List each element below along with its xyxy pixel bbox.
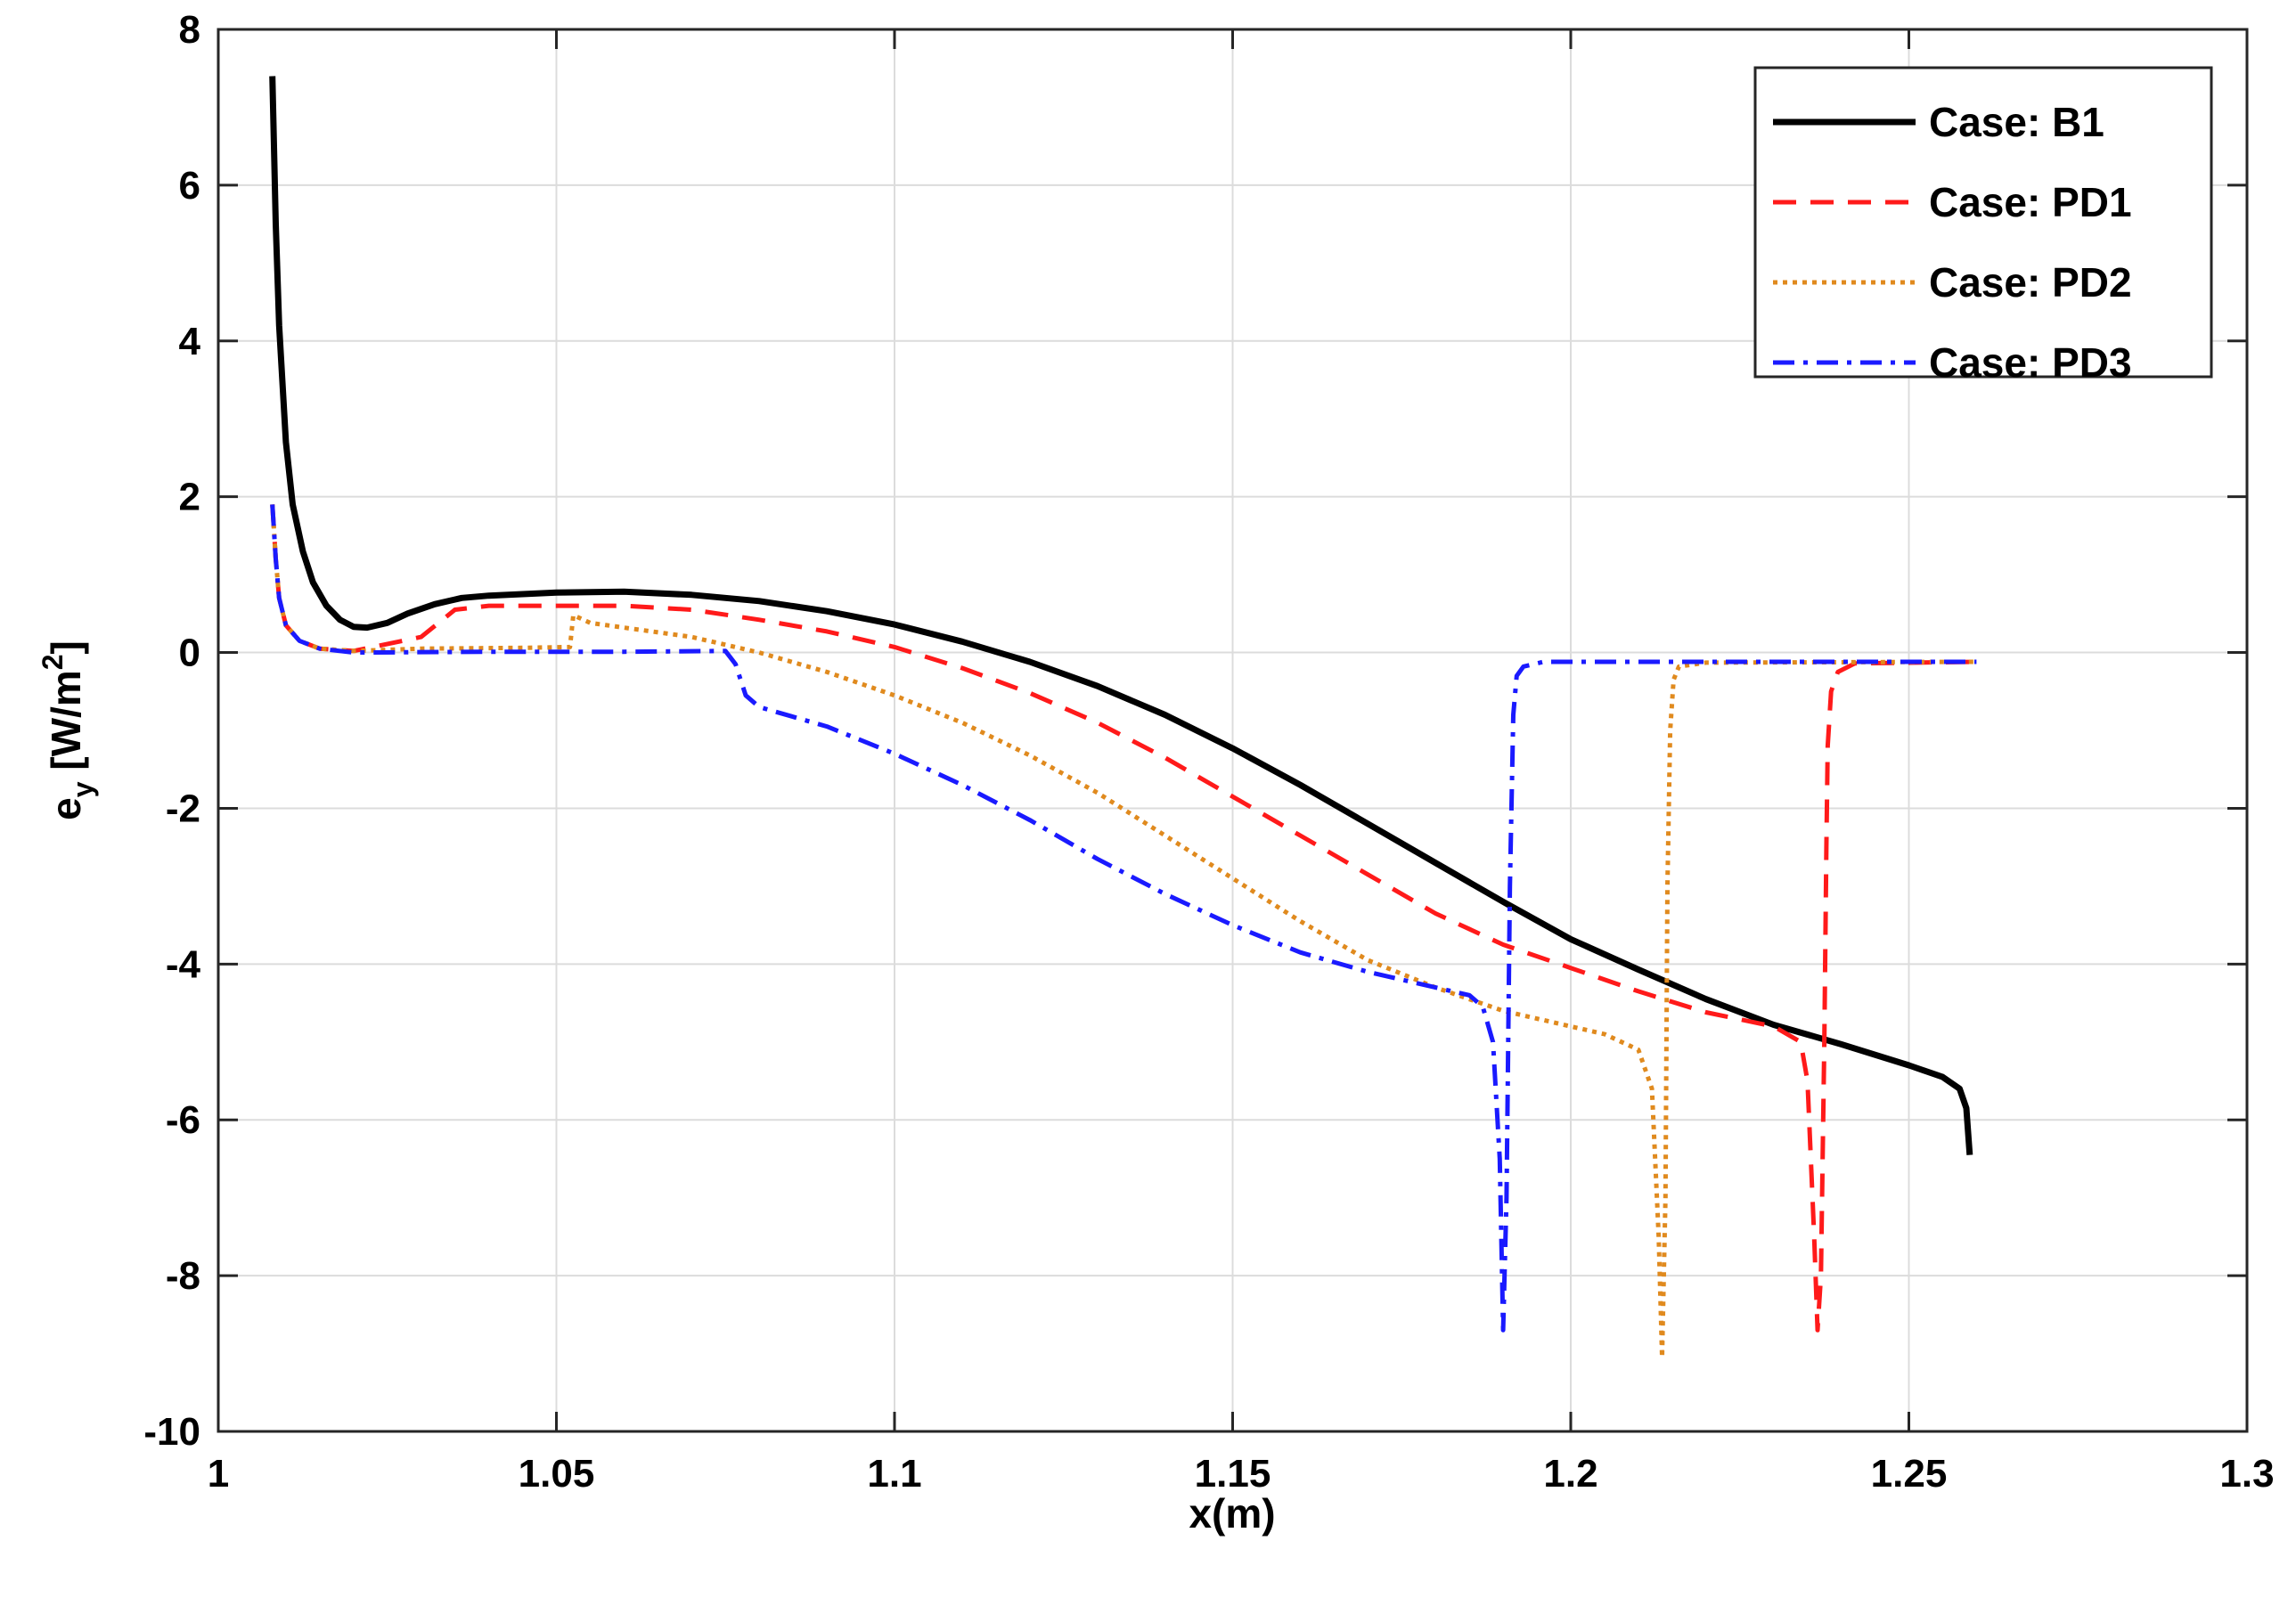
x-tick-label: 1.1 — [867, 1452, 921, 1496]
y-axis-title: ey [W/m2] — [37, 640, 99, 820]
legend-label-case-b1: Case: B1 — [1929, 99, 2104, 145]
series-line-case-b1 — [269, 76, 1973, 1155]
legend-label-case-pd2: Case: PD2 — [1929, 259, 2132, 306]
x-tick-label: 1.25 — [1871, 1452, 1948, 1496]
series-layer — [269, 76, 1977, 1360]
series-line-case-pd1 — [270, 504, 1977, 1333]
x-tick-label: 1.2 — [1543, 1452, 1597, 1496]
y-tick-labels: -10 -8 -6 -4 -2 0 2 4 6 8 — [143, 8, 200, 1454]
y-tick-label: -2 — [166, 787, 200, 830]
axis-ticks — [217, 28, 2249, 1433]
x-tick-labels: 1 1.05 1.1 1.15 1.2 1.25 1.3 — [208, 1452, 2275, 1496]
y-tick-label: -4 — [166, 942, 201, 986]
legend-label-case-pd3: Case: PD3 — [1929, 339, 2132, 386]
x-axis-title: x(m) — [1189, 1490, 1275, 1537]
legend-label-case-pd1: Case: PD1 — [1929, 179, 2132, 225]
y-tick-label: 2 — [179, 476, 200, 519]
x-tick-label: 1 — [208, 1452, 229, 1496]
y-axis-title-base: e — [43, 797, 89, 820]
x-tick-label: 1.3 — [2219, 1452, 2274, 1496]
y-axis-title-superscript: 2 — [37, 654, 69, 670]
legend: Case: B1 Case: PD1 Case: PD2 Case: PD3 — [1753, 66, 2213, 386]
y-tick-label: 0 — [179, 632, 200, 675]
y-tick-label: 6 — [179, 164, 200, 208]
series-line-case-pd3 — [270, 504, 1977, 1333]
x-tick-label: 1.15 — [1195, 1452, 1271, 1496]
y-axis-title-unit-close: ] — [43, 640, 89, 654]
y-tick-label: -10 — [143, 1410, 200, 1454]
y-axis-title-unit: [W/m — [43, 670, 89, 781]
y-axis-title-subscript: y — [67, 781, 99, 797]
y-tick-label: 4 — [179, 320, 201, 363]
legend-entries: Case: B1 Case: PD1 Case: PD2 Case: PD3 — [1773, 99, 2132, 386]
y-tick-label: -6 — [166, 1098, 200, 1142]
x-tick-label: 1.05 — [519, 1452, 595, 1496]
y-tick-label: -8 — [166, 1254, 200, 1298]
y-tick-label: 8 — [179, 8, 200, 52]
